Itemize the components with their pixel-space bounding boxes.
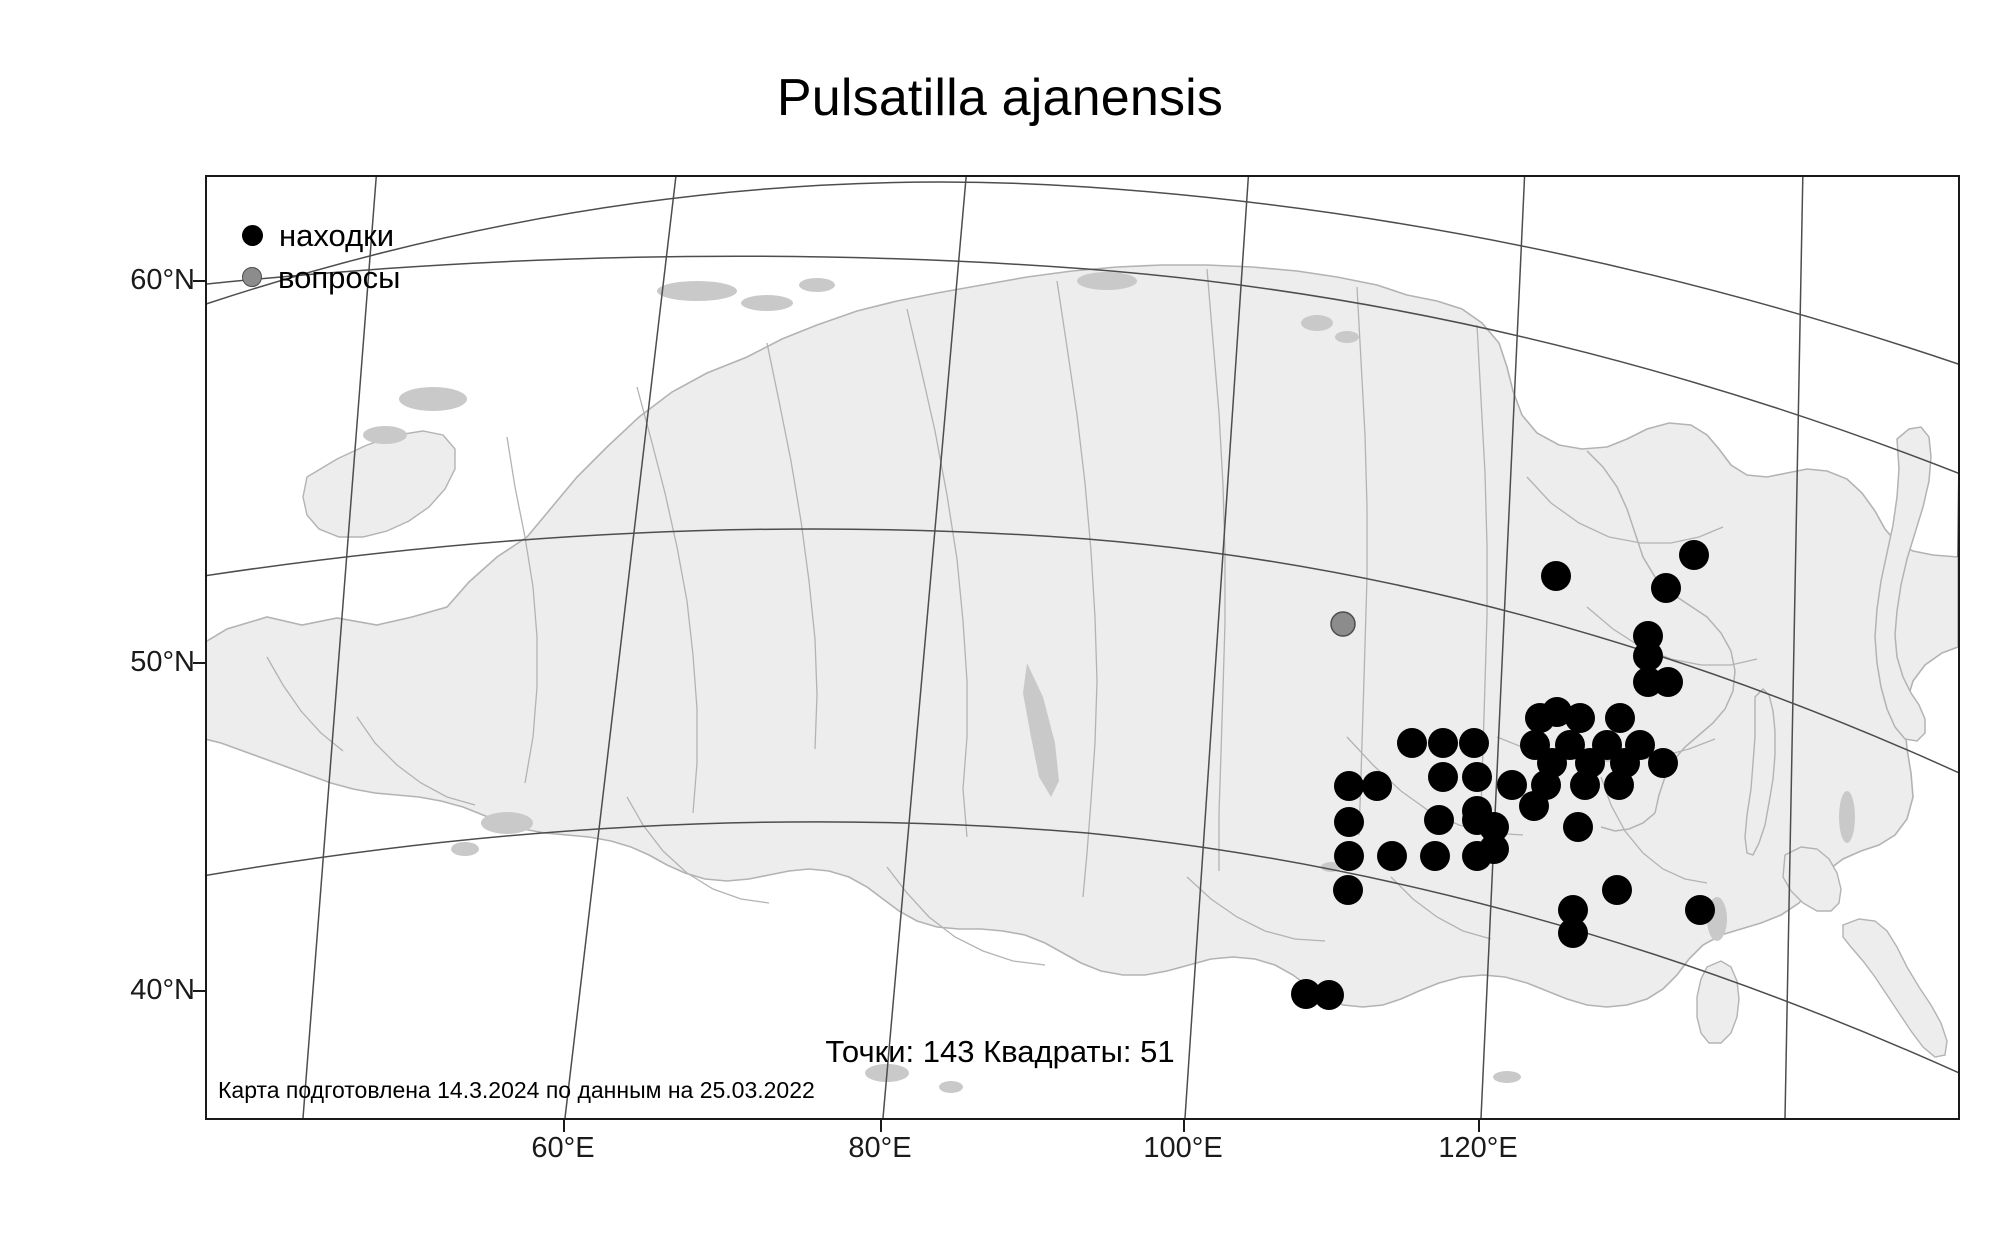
occurrence-marker-find[interactable]	[1575, 748, 1605, 778]
occurrence-marker-find[interactable]	[1610, 748, 1640, 778]
occurrence-marker-find[interactable]	[1428, 762, 1458, 792]
occurrence-marker-find[interactable]	[1424, 805, 1454, 835]
occurrence-marker-find[interactable]	[1605, 703, 1635, 733]
legend-label-voprosy: вопросы	[278, 259, 401, 295]
tick-lon-80E	[880, 1118, 882, 1132]
tick-lat-60N	[193, 280, 207, 282]
lat-label-60N: 60°N	[130, 264, 195, 296]
lon-label-120E: 120°E	[1438, 1132, 1518, 1164]
graticule-layer	[207, 177, 1958, 1118]
occurrence-marker-find[interactable]	[1541, 561, 1571, 591]
lat-label-50N: 50°N	[130, 646, 195, 678]
occurrence-marker-find[interactable]	[1377, 841, 1407, 871]
occurrence-marker-find[interactable]	[1537, 748, 1567, 778]
inland-features	[363, 272, 1855, 1093]
occurrence-marker-find[interactable]	[1497, 770, 1527, 800]
occurrence-marker-find[interactable]	[1428, 728, 1458, 758]
occurrence-marker-find[interactable]	[1679, 540, 1709, 570]
occurrence-marker-find[interactable]	[1397, 728, 1427, 758]
lon-label-100E: 100°E	[1143, 1132, 1223, 1164]
occurrence-marker-find[interactable]	[1362, 771, 1392, 801]
occurrence-marker-find[interactable]	[1291, 979, 1321, 1009]
landmass-layer	[207, 264, 1958, 1093]
occurrence-marker-find[interactable]	[1558, 918, 1588, 948]
lat-label-40N: 40°N	[130, 974, 195, 1006]
tick-lat-40N	[193, 990, 207, 992]
occurrence-marker-find[interactable]	[1459, 728, 1489, 758]
tick-lon-120E	[1478, 1118, 1480, 1132]
tick-lat-50N	[193, 662, 207, 664]
counts-text: Точки: 143 Квадраты: 51	[825, 1034, 1175, 1069]
lon-label-80E: 80°E	[848, 1132, 912, 1164]
filled-circle-icon-black	[242, 224, 263, 246]
kamchatka	[1874, 426, 1932, 742]
meridian-140E	[1784, 177, 1804, 1118]
legend-item-nahodki[interactable]: находки	[242, 214, 400, 256]
interior-boundaries	[266, 268, 1758, 966]
filled-circle-icon-gray	[242, 267, 262, 287]
page-title: Pulsatilla ajanensis	[776, 69, 1224, 127]
occurrence-marker-find[interactable]	[1633, 641, 1663, 671]
occurrence-marker-find[interactable]	[1519, 791, 1549, 821]
meridian-60E	[564, 177, 677, 1118]
legend: находки вопросы	[242, 214, 400, 298]
japan-honshu	[1842, 918, 1948, 1058]
longitude-axis: 60°E 80°E 100°E 120°E	[0, 1132, 2000, 1192]
occurrence-marker-find[interactable]	[1334, 807, 1364, 837]
latitude-axis: 60°N 50°N 40°N	[55, 175, 195, 1120]
korea	[1696, 960, 1740, 1044]
parallel-40N	[207, 821, 1958, 1074]
occurrence-marker-find[interactable]	[1420, 841, 1450, 871]
pacific-coast	[1586, 450, 1736, 832]
occurrence-marker-find[interactable]	[1462, 762, 1492, 792]
occurrence-marker-find[interactable]	[1565, 703, 1595, 733]
sakhalin	[1744, 688, 1776, 856]
parallel-70N	[207, 181, 1958, 365]
occurrence-marker-find[interactable]	[1334, 841, 1364, 871]
map-canvas[interactable]: находки вопросы	[205, 175, 1960, 1120]
japan-arc	[1782, 846, 1842, 912]
scandinavia	[302, 430, 456, 538]
meridian-100E	[1184, 177, 1250, 1118]
occurrence-marker-find[interactable]	[1685, 895, 1715, 925]
occurrence-marker-find[interactable]	[1653, 667, 1683, 697]
tick-lon-100E	[1183, 1118, 1185, 1132]
legend-label-nahodki: находки	[279, 217, 395, 253]
occurrence-marker-question[interactable]	[1330, 611, 1356, 637]
map-graphics	[207, 177, 1958, 1118]
tick-lon-60E	[563, 1118, 565, 1132]
occurrence-marker-find[interactable]	[1542, 697, 1572, 727]
meridian-40E	[302, 177, 377, 1118]
occurrence-marker-find[interactable]	[1602, 875, 1632, 905]
lon-label-60E: 60°E	[531, 1132, 595, 1164]
meridian-80E	[882, 177, 967, 1118]
occurrence-marker-find[interactable]	[1563, 812, 1593, 842]
legend-item-voprosy[interactable]: вопросы	[242, 256, 400, 298]
occurrence-marker-find[interactable]	[1651, 573, 1681, 603]
occurrence-marker-find[interactable]	[1479, 834, 1509, 864]
occurrence-markers	[1291, 540, 1715, 1010]
occurrence-marker-find[interactable]	[1648, 748, 1678, 778]
occurrence-marker-find[interactable]	[1333, 875, 1363, 905]
occurrence-marker-find[interactable]	[1479, 812, 1509, 842]
meridian-120E	[1480, 177, 1526, 1118]
occurrence-marker-find[interactable]	[1558, 895, 1588, 925]
occurrence-marker-find[interactable]	[1314, 980, 1344, 1010]
parallel-50N	[207, 528, 1958, 774]
occurrence-marker-find[interactable]	[1334, 771, 1364, 801]
eurasia-landmass	[207, 264, 1958, 1008]
prepared-note: Карта подготовлена 14.3.2024 по данным н…	[218, 1077, 815, 1103]
parallel-60N	[207, 255, 1958, 474]
